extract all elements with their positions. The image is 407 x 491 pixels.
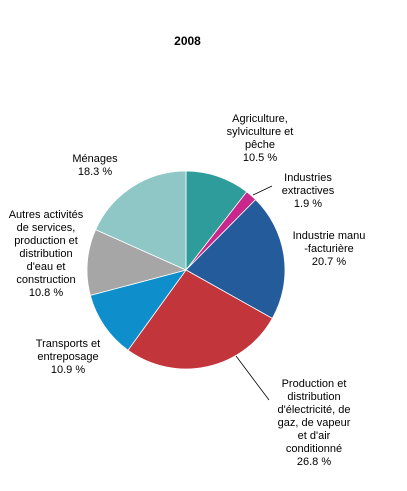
label-line: 10.8 % xyxy=(28,287,64,299)
label-line: -facturière xyxy=(304,243,354,255)
label-line: 10.9 % xyxy=(50,364,86,376)
label-line: Industries xyxy=(284,172,332,184)
label-line: Industrie manu xyxy=(292,230,366,242)
label-line: d'eau et xyxy=(26,261,66,273)
slice-label-autres-activites: Autres activités de services, production e… xyxy=(0,209,92,300)
label-line: pêche xyxy=(245,139,275,151)
label-line: 20.7 % xyxy=(311,256,347,268)
label-line: et d'air xyxy=(297,430,331,442)
pie-slice-manu xyxy=(185,199,286,319)
label-line: d'électricité, de xyxy=(277,404,351,416)
label-line: 18.3 % xyxy=(77,166,113,178)
label-line: sylviculture et xyxy=(226,126,294,138)
label-line: conditionné xyxy=(285,443,343,455)
leader-line-extractives xyxy=(252,185,273,196)
label-line: de services, xyxy=(16,222,76,234)
label-line: 1.9 % xyxy=(293,198,323,210)
slice-label-industrie-manufacturiere: Industrie manu -facturière 20.7 % xyxy=(285,230,373,269)
label-line: Production et xyxy=(281,378,347,390)
label-line: gaz, de vapeur xyxy=(277,417,351,429)
chart-title: 2008 xyxy=(174,34,201,48)
label-line: distribution xyxy=(287,391,341,403)
slice-label-agriculture: Agriculture, sylviculture et pêche 10.5 % xyxy=(212,113,308,165)
slice-label-production-distribution: Production et distribution d'électricité, … xyxy=(258,378,370,469)
slice-label-transports: Transports et entreposage 10.9 % xyxy=(20,338,116,377)
label-line: extractives xyxy=(281,185,335,197)
label-line: 26.8 % xyxy=(296,456,332,468)
label-line: Ménages xyxy=(72,153,118,165)
label-line: distribution xyxy=(19,248,73,260)
pie-slice-menages xyxy=(95,170,187,271)
label-line: Transports et xyxy=(35,338,101,350)
leader-line-production xyxy=(235,355,270,401)
slice-label-menages: Ménages 18.3 % xyxy=(56,153,134,179)
label-line: Agriculture, xyxy=(232,113,288,125)
slice-label-industries-extractives: Industries extractives 1.9 % xyxy=(270,172,346,211)
label-line: 10.5 % xyxy=(242,152,278,164)
label-line: Autres activités xyxy=(8,209,84,221)
pie-slice-autres xyxy=(86,229,188,296)
pie-slice-prod xyxy=(127,269,273,370)
label-line: entreposage xyxy=(37,351,99,363)
label-line: production et xyxy=(14,235,78,247)
pie-slice-trans xyxy=(89,269,187,351)
label-line: construction xyxy=(16,274,76,286)
